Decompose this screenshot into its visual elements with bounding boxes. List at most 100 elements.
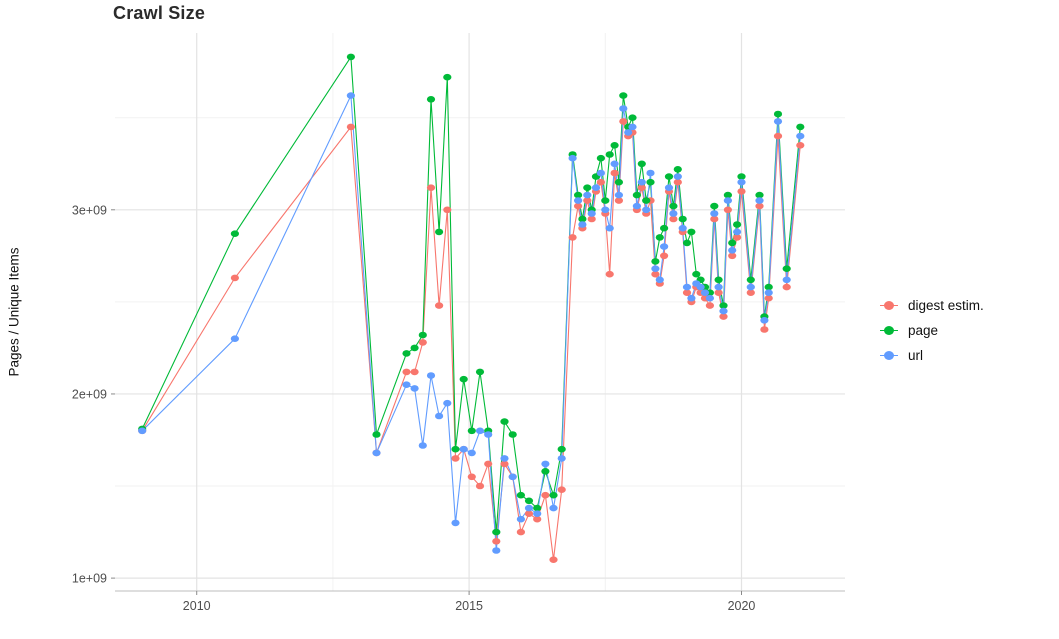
data-point-page [628,114,637,121]
data-point-digest-estim- [760,326,769,333]
data-point-digest-estim- [467,473,476,481]
data-point-digest-estim- [557,486,566,494]
x-tick-label: 2020 [728,599,756,613]
data-point-url [610,160,619,168]
data-point-page [605,151,614,158]
data-point-url [605,224,614,232]
data-point-digest-estim- [410,368,419,376]
data-point-url [696,283,705,291]
data-point-page [660,224,669,232]
data-point-url [628,123,637,131]
data-point-page [714,276,723,284]
data-point-digest-estim- [492,538,501,545]
data-point-digest-estim- [796,142,805,149]
data-point-page [632,191,642,199]
data-point-url [673,173,682,180]
data-point-page [516,491,526,499]
data-point-digest-estim- [230,274,239,282]
data-point-digest-estim- [605,270,614,278]
data-point-digest-estim- [682,289,692,297]
data-point-digest-estim- [714,289,723,297]
data-point-digest-estim- [719,313,728,320]
data-point-url [733,228,742,236]
y-tick-label: 3e+09 [72,203,107,217]
data-point-url [651,265,660,273]
data-point-page [710,202,719,210]
data-point-url [541,460,550,468]
data-point-url [443,399,452,407]
y-tick-label: 1e+09 [72,572,107,586]
data-point-page [682,239,692,247]
data-point-url [660,243,669,250]
data-point-page [737,173,746,180]
data-point-page [372,431,381,438]
x-tick-label: 2015 [455,599,483,613]
data-point-url [723,197,733,204]
data-point-digest-estim- [484,460,493,468]
data-point-url [646,169,655,177]
data-point-url [669,210,678,217]
data-point-page [782,265,791,273]
data-point-page [723,191,733,199]
data-point-page [733,221,742,228]
data-point-digest-estim- [346,123,355,131]
data-point-digest-estim- [402,368,411,376]
legend-key-page-icon [880,324,898,338]
data-point-url [728,247,737,254]
data-point-page [418,331,427,339]
data-point-url [435,412,444,420]
data-point-digest-estim- [660,252,669,260]
data-point-digest-estim- [637,184,646,191]
data-point-url [346,92,355,99]
data-point-page [601,197,610,204]
data-point-url [782,276,791,284]
data-point-page [655,234,664,241]
data-point-url [418,442,427,449]
data-point-page [619,92,628,99]
data-point-digest-estim- [733,234,742,241]
data-point-digest-estim- [610,169,619,177]
data-point-url [655,276,664,284]
data-point-page [467,427,476,435]
data-point-url [138,427,147,435]
data-point-digest-estim- [746,289,755,297]
data-point-page [646,178,655,186]
data-point-digest-estim- [451,455,460,462]
data-point-url [508,473,517,481]
data-point-url [664,184,674,191]
data-point-digest-estim- [651,270,660,278]
data-point-page [678,215,687,223]
data-point-digest-estim- [755,202,764,210]
data-point-url [755,197,764,204]
data-point-digest-estim- [475,482,485,490]
data-point-url [533,510,542,517]
data-point-page [402,350,411,357]
data-point-digest-estim- [574,202,583,210]
data-point-url [705,294,715,302]
data-point-url [764,289,773,297]
data-point-page [451,445,460,453]
data-point-digest-estim- [541,491,550,499]
legend-label-page: page [908,323,939,338]
data-point-url [372,449,381,457]
data-point-page [443,73,452,81]
data-point-page [637,160,646,168]
data-point-digest-estim- [435,302,444,309]
data-point-digest-estim- [764,294,773,302]
data-point-url [687,294,696,302]
data-point-page [669,202,678,210]
chart-legend: digest estim. page url [880,297,984,364]
data-point-page [549,491,558,499]
data-point-page [508,431,517,438]
data-point-page [475,368,485,376]
data-point-page [492,528,501,536]
data-point-url [516,515,526,523]
data-point-url [737,178,746,186]
data-point-url [719,307,728,315]
data-point-page [346,53,355,61]
data-point-url [426,372,436,379]
data-point-page [524,497,534,505]
data-point-digest-estim- [728,252,737,260]
